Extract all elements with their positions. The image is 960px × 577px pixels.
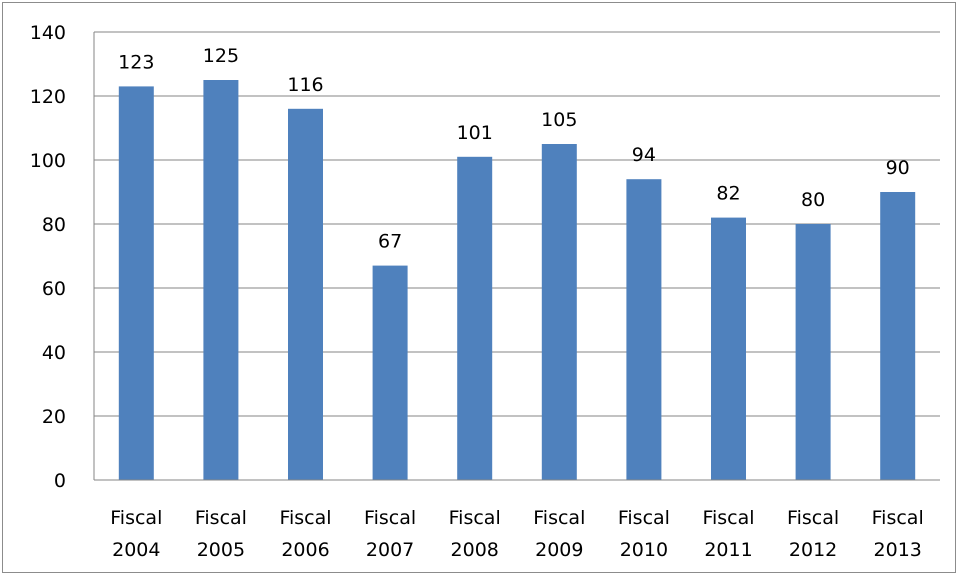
x-tick-label: Fiscal [702,507,754,529]
bar [795,224,831,480]
data-label: 82 [716,183,740,205]
data-label: 80 [801,189,825,211]
bar [288,108,323,481]
bar [118,86,154,481]
bar [541,144,577,480]
y-tick-label: 0 [54,470,66,492]
data-label: 67 [378,231,402,253]
x-tick-label: 2008 [451,539,499,561]
data-label: 125 [203,45,239,67]
bars [118,80,916,481]
y-tick-label: 120 [30,86,66,108]
x-tick-label: 2009 [535,539,583,561]
bar [372,265,408,480]
data-labels: 123 125 116 67 101 105 94 82 80 90 [118,45,910,253]
data-label: 101 [457,122,493,144]
bar [203,80,239,480]
x-tick-label: 2011 [704,539,752,561]
x-tick-label: 2012 [789,539,837,561]
x-tick-label: Fiscal [872,507,924,529]
x-tick-label: Fiscal [364,507,416,529]
x-tick-label: Fiscal [195,507,247,529]
y-tick-label: 80 [42,214,66,236]
x-tick-label: 2007 [366,539,414,561]
x-tick-label: 2010 [620,539,668,561]
x-tick-label: Fiscal [787,507,839,529]
data-label: 105 [541,109,577,131]
x-tick-label: 2013 [874,539,922,561]
axes [93,32,940,481]
y-tick-label: 100 [30,150,66,172]
x-tick-label: 2004 [112,539,160,561]
x-tick-label: Fiscal [533,507,585,529]
data-label: 94 [632,144,656,166]
data-label: 90 [886,157,910,179]
y-tick-label: 140 [30,22,66,44]
bar [880,192,916,480]
x-tick-label: 2006 [281,539,329,561]
x-axis-ticks: Fiscal 2004 Fiscal 2005 Fiscal 2006 Fiscal 2007… [110,507,923,561]
x-tick-label: 2005 [197,539,245,561]
bar [711,217,746,480]
data-label: 116 [287,74,323,96]
x-tick-label: Fiscal [110,507,162,529]
y-tick-label: 60 [42,278,66,300]
data-label: 123 [118,51,154,73]
y-tick-label: 40 [42,342,66,364]
x-tick-label: Fiscal [279,507,331,529]
x-tick-label: Fiscal [449,507,501,529]
bar [457,156,493,481]
bar [626,179,662,480]
y-axis-ticks: 0 20 40 60 80 100 120 140 [30,22,66,492]
y-tick-label: 20 [42,406,66,428]
x-tick-label: Fiscal [618,507,670,529]
